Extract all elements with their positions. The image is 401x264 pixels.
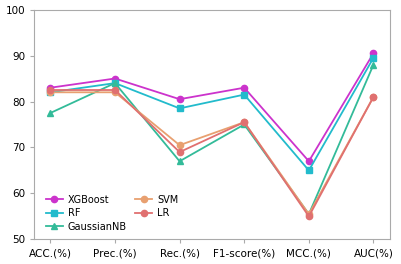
GaussianNB <box>177 160 182 163</box>
XGBoost <box>242 86 247 89</box>
Line: GaussianNB: GaussianNB <box>47 62 377 217</box>
XGBoost <box>371 52 376 55</box>
XGBoost <box>177 98 182 101</box>
RF <box>113 82 117 85</box>
RF <box>371 56 376 59</box>
RF <box>242 93 247 96</box>
SVM <box>306 213 311 216</box>
XGBoost <box>306 160 311 163</box>
SVM <box>242 121 247 124</box>
Line: SVM: SVM <box>47 89 377 217</box>
GaussianNB <box>242 123 247 126</box>
LR <box>48 88 53 92</box>
Line: XGBoost: XGBoost <box>47 50 377 164</box>
RF <box>306 169 311 172</box>
XGBoost <box>113 77 117 80</box>
RF <box>177 107 182 110</box>
SVM <box>113 91 117 94</box>
SVM <box>371 95 376 98</box>
XGBoost <box>48 86 53 89</box>
Line: LR: LR <box>47 87 377 220</box>
SVM <box>48 91 53 94</box>
Legend: XGBoost, RF, GaussianNB, SVM, LR: XGBoost, RF, GaussianNB, SVM, LR <box>43 192 181 234</box>
GaussianNB <box>306 213 311 216</box>
GaussianNB <box>371 63 376 66</box>
LR <box>306 215 311 218</box>
GaussianNB <box>113 82 117 85</box>
LR <box>177 150 182 154</box>
LR <box>113 88 117 92</box>
LR <box>371 95 376 98</box>
GaussianNB <box>48 111 53 115</box>
Line: RF: RF <box>47 55 377 174</box>
LR <box>242 121 247 124</box>
SVM <box>177 144 182 147</box>
RF <box>48 91 53 94</box>
